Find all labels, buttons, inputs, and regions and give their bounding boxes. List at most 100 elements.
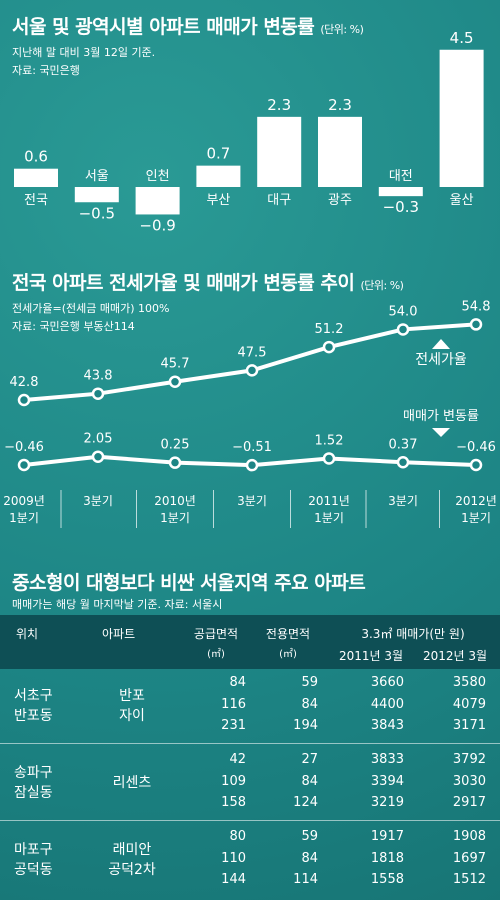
header-supply-unit: (㎡) (207, 649, 225, 660)
exclusive-area-cell: 114 (293, 872, 318, 887)
price-2011-cell: 4400 (370, 696, 404, 712)
price-2011-cell: 1818 (370, 850, 404, 866)
bar-category-label-5: 광주 (328, 193, 352, 208)
bar-value-label-5: 2.3 (328, 96, 352, 114)
x-label-quarter-5: 3분기 (388, 494, 418, 508)
line-chart: 42.8 43.8 45.7 47.5 51.2 54.0 54.8 −0.46 2.05 0.2… (3, 299, 497, 528)
bar-category-label-6: 대전 (389, 169, 413, 184)
bar-value-label-3: 0.7 (206, 145, 230, 163)
jeonse-value-label-1: 43.8 (84, 369, 113, 384)
bar-chart-unit: (단위: %) (320, 23, 364, 36)
price-2012-cell: 4079 (452, 696, 486, 712)
jeonse-point-6 (469, 318, 483, 331)
price-2011-cell: 3843 (370, 718, 404, 733)
header-location: 위치 (16, 627, 39, 641)
supply-area-cell: 42 (229, 752, 246, 767)
line-chart-source: 자료: 국민은행 부동산114 (12, 320, 135, 333)
apartment-line-1: 공덕2차 (108, 862, 156, 878)
jeonse-value-label-0: 42.8 (10, 375, 39, 390)
sale-point-5 (396, 456, 410, 469)
bar-value-label-0: 0.6 (24, 148, 48, 166)
apartment-table: 위치 아파트 공급면적 (㎡) 전용면적 (㎡) 3.3㎡ 매매가(만 원) 2… (0, 615, 500, 900)
price-2011-cell: 3394 (370, 773, 404, 789)
price-2011-cell: 3833 (370, 752, 404, 767)
sale-value-label-2: 0.25 (161, 438, 190, 453)
bar-1 (74, 187, 119, 203)
supply-area-cell: 84 (229, 675, 246, 690)
x-label-quarter-6: 1분기 (461, 511, 491, 525)
table-note: 매매가는 해당 월 마지막날 기준. 자료: 서울시 (12, 598, 223, 611)
table-header: 위치 아파트 공급면적 (㎡) 전용면적 (㎡) 3.3㎡ 매매가(만 원) 2… (0, 615, 500, 669)
x-label-quarter-3: 3분기 (237, 494, 267, 508)
sale-value-label-0: −0.46 (4, 440, 44, 455)
bar-chart-title-text: 서울 및 광역시별 아파트 매매가 변동률 (12, 16, 315, 38)
exclusive-area-cell: 84 (301, 696, 318, 712)
jeonse-point-4 (322, 340, 336, 354)
apartment-line-0: 래미안 (112, 842, 152, 858)
bar-4 (257, 116, 302, 187)
bar-5 (318, 116, 362, 187)
line-chart-title-text: 전국 아파트 전세가율 및 매매가 변동률 추이 (12, 272, 355, 294)
location-line-1: 공덕동 (14, 862, 53, 878)
jeonse-point-1 (91, 387, 105, 400)
supply-area-cell: 158 (221, 795, 246, 810)
supply-area-cell: 144 (221, 872, 246, 887)
bar-category-label-0: 전국 (24, 193, 48, 208)
sale-value-label-5: 0.37 (389, 437, 418, 452)
sale-point-3 (245, 458, 259, 472)
sale-series-label: 매매가 변동률 (403, 409, 479, 424)
line-chart-unit: (단위: %) (360, 279, 404, 292)
supply-area-cell: 110 (221, 850, 246, 866)
location-line-0: 송파구 (14, 765, 53, 781)
price-2011-cell: 3660 (370, 675, 404, 690)
jeonse-value-label-2: 45.7 (161, 357, 190, 372)
bar-value-label-6: −0.3 (383, 198, 419, 216)
exclusive-area-cell: 59 (301, 829, 318, 844)
bar-2 (135, 187, 180, 215)
x-label-quarter-1: 3분기 (83, 494, 113, 508)
line-chart-title: 전국 아파트 전세가율 및 매매가 변동률 추이 (단위: %) (12, 268, 404, 295)
sale-point-2 (168, 456, 182, 469)
price-2012-cell: 1697 (452, 850, 486, 866)
header-2011: 2011년 3월 (338, 649, 404, 663)
table-group-0: 서초구 반포동 반포 자이 84 59 3660 3580 116 84 4400 4079 231 19… (0, 673, 500, 743)
price-2011-cell: 3219 (370, 795, 404, 810)
supply-area-cell: 231 (221, 718, 246, 733)
jeonse-value-label-3: 47.5 (238, 345, 267, 360)
sale-point-0 (17, 458, 31, 472)
jeonse-point-5 (396, 323, 410, 336)
sale-value-label-3: −0.51 (232, 440, 272, 455)
apartment-line-1: 자이 (119, 708, 145, 724)
supply-area-cell: 80 (229, 829, 246, 844)
supply-area-cell: 109 (221, 773, 246, 789)
group-divider (0, 743, 500, 744)
exclusive-area-cell: 84 (301, 850, 318, 866)
x-label-year-2: 2010년 (154, 494, 196, 508)
jeonse-point-3 (245, 364, 259, 377)
x-label-quarter-0: 1분기 (9, 511, 39, 525)
jeonse-value-label-4: 51.2 (315, 322, 344, 337)
sale-value-label-6: −0.46 (456, 440, 496, 455)
apartment-line-0: 리센츠 (112, 775, 152, 791)
bar-category-label-2: 인천 (146, 169, 170, 184)
bar-category-label-1: 서울 (85, 169, 109, 184)
jeonse-value-label-6: 54.8 (462, 299, 491, 314)
location-line-1: 반포동 (14, 708, 53, 724)
apartment-line-0: 반포 (119, 688, 145, 704)
exclusive-area-cell: 84 (301, 773, 318, 789)
bar-7 (439, 49, 484, 187)
jeonse-value-label-5: 54.0 (389, 304, 418, 319)
x-label-year-6: 2012년 (455, 494, 497, 508)
bar-value-label-1: −0.5 (79, 204, 115, 222)
supply-area-cell: 116 (221, 696, 246, 712)
sale-value-label-4: 1.52 (315, 433, 344, 448)
jeonse-line (23, 322, 477, 402)
header-price: 3.3㎡ 매매가(만 원) (361, 627, 465, 641)
sale-arrow-icon (432, 428, 450, 437)
bar-chart: 0.6 전국 −0.5 서울 −0.9 인천 0.7 부산 2.3 대구 2.3 광주 −0.3 대전 4.… (14, 29, 484, 234)
header-2012: 2012년 3월 (422, 649, 488, 663)
header-exclusive-unit: (㎡) (279, 649, 297, 660)
location-line-1: 잠실동 (14, 785, 53, 801)
sale-point-6 (469, 458, 483, 472)
exclusive-area-cell: 194 (293, 718, 318, 733)
